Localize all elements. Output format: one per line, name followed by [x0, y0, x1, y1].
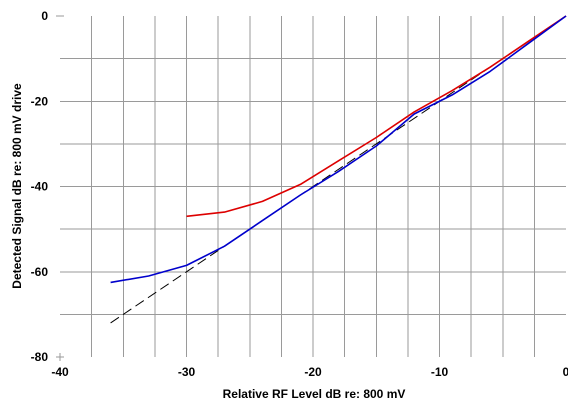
y-tick-label: -60: [31, 265, 49, 279]
y-tick-label: -40: [31, 180, 49, 194]
x-tick-label: -10: [431, 365, 449, 379]
x-tick-label: 0: [563, 365, 568, 379]
grid-lines: [60, 16, 566, 357]
series-line-red: [186, 15, 567, 218]
x-tick-label: -30: [178, 365, 196, 379]
y-tick-label: 0: [41, 9, 48, 23]
series-line-blue: [110, 15, 567, 284]
x-tick-label: -20: [304, 365, 322, 379]
x-tick-label: -40: [51, 365, 69, 379]
x-axis-label: Relative RF Level dB re: 800 mV: [223, 387, 406, 401]
plot-frame: [56, 15, 64, 361]
tick-labels: -40 -30 -20 -10 0 -80 -60 -40 -20 0: [31, 9, 568, 379]
y-tick-label: -80: [31, 350, 49, 364]
series-lines: [110, 15, 567, 324]
y-axis-label: Detected Signal dB re: 800 mV drive: [10, 83, 24, 289]
y-tick-label: -20: [31, 94, 49, 108]
